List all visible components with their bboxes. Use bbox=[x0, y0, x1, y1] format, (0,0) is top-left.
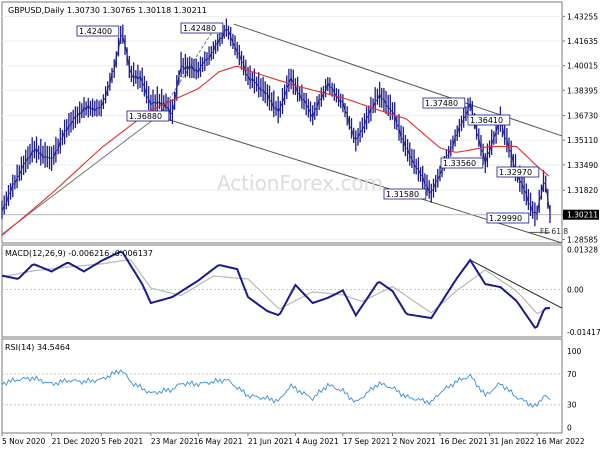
price-y-label: 1.41635 bbox=[567, 37, 598, 46]
x-label: 5 Feb 2021 bbox=[101, 437, 143, 446]
price-y-label: 1.43255 bbox=[567, 12, 598, 21]
price-annotation-label: 1.32970 bbox=[499, 168, 532, 177]
rsi-grid bbox=[2, 373, 562, 406]
macd-y-label: -0.014173 bbox=[567, 328, 600, 337]
price-panel-frame bbox=[1, 1, 563, 244]
price-annotation-label: 1.42400 bbox=[79, 27, 112, 36]
x-label: 21 Jun 2021 bbox=[248, 437, 293, 446]
fe-level-label: FE 61.8 bbox=[540, 227, 568, 236]
rsi-panel: RSI(14) 34.5464 bbox=[1, 338, 563, 434]
price-annotation-label: 1.36410 bbox=[470, 116, 503, 125]
price-annotation-box bbox=[440, 157, 484, 169]
price-y-label: 1.28585 bbox=[567, 235, 598, 244]
price-annotation-label: 1.29990 bbox=[489, 214, 522, 223]
rsi-panel-frame bbox=[1, 338, 563, 434]
rsi-y-label: 100 bbox=[567, 347, 582, 356]
x-label: 16 Mar 2022 bbox=[537, 437, 585, 446]
last-price-tag bbox=[563, 209, 599, 220]
rsi-y-label: 30 bbox=[567, 401, 577, 410]
price-annotation-box bbox=[76, 25, 120, 37]
price-annotation-box bbox=[496, 166, 540, 178]
x-axis-labels: 5 Nov 2020 21 Dec 2020 5 Feb 2021 23 Mar 20… bbox=[1, 433, 585, 446]
rsi-panel-title: RSI(14) 34.5464 bbox=[5, 343, 70, 352]
x-label: 4 Aug 2021 bbox=[295, 437, 338, 446]
x-label: 17 Sep 2021 bbox=[343, 437, 391, 446]
macd-panel: MACD(12,26,9) -0.006216 -0.006137 bbox=[1, 244, 563, 338]
x-label: 23 Mar 2021 bbox=[151, 437, 199, 446]
x-label: 5 Nov 2020 bbox=[2, 437, 45, 446]
price-annotation-box bbox=[126, 110, 170, 122]
macd-series bbox=[1, 250, 551, 329]
price-annotations: 1.42400 1.42480 1.36880 1.37480 1.36410 1.335… bbox=[76, 22, 568, 236]
macd-trend-line bbox=[469, 259, 563, 309]
x-label: 2 Nov 2021 bbox=[393, 437, 436, 446]
price-line bbox=[1, 28, 551, 215]
macd-main-line bbox=[1, 250, 550, 329]
price-annotation-box bbox=[486, 212, 530, 224]
price-y-label: 1.40015 bbox=[567, 62, 598, 71]
price-panel-title: GBPUSD,Daily 1.30730 1.30765 1.30118 1.3… bbox=[8, 6, 207, 15]
price-y-label: 1.35110 bbox=[567, 136, 598, 145]
rsi-y-label: 70 bbox=[567, 370, 577, 379]
price-y-label: 1.31820 bbox=[567, 186, 598, 195]
price-annotation-box bbox=[422, 97, 466, 109]
price-annotation-label: 1.37480 bbox=[425, 99, 458, 108]
price-annotation-label: 1.42480 bbox=[183, 24, 216, 33]
price-y-label: 1.36730 bbox=[567, 112, 598, 121]
price-y-label: 1.33490 bbox=[567, 161, 598, 170]
price-y-label: 1.38395 bbox=[567, 86, 598, 95]
price-annotation-label: 1.36880 bbox=[129, 112, 162, 121]
macd-panel-frame bbox=[1, 244, 563, 338]
x-label: 21 Dec 2020 bbox=[52, 437, 100, 446]
rsi-y-label: 0 bbox=[567, 424, 572, 433]
x-label: 6 May 2021 bbox=[198, 437, 242, 446]
price-annotation-box bbox=[180, 22, 224, 34]
last-price-label: 1.30211 bbox=[567, 211, 598, 220]
price-annotation-box bbox=[383, 188, 427, 200]
moving-average-line bbox=[1, 65, 550, 236]
x-label: 31 Jan 2022 bbox=[490, 437, 535, 446]
macd-grid bbox=[2, 259, 563, 309]
price-panel: ActionForex.com 1.42400 1.42480 1.36880 1.3… bbox=[1, 1, 568, 244]
price-annotation-label: 1.31580 bbox=[386, 190, 419, 199]
macd-panel-title: MACD(12,26,9) -0.006216 -0.006137 bbox=[5, 249, 153, 258]
price-annotation-label: 1.33560 bbox=[443, 159, 476, 168]
watermark: ActionForex.com bbox=[217, 171, 383, 195]
rsi-series bbox=[1, 369, 551, 409]
macd-y-label: 0.00 bbox=[567, 285, 584, 294]
macd-y-label: 0.01328 bbox=[567, 246, 598, 255]
x-label: 16 Dec 2021 bbox=[440, 437, 488, 446]
price-annotation-box bbox=[467, 114, 511, 126]
price-series bbox=[1, 18, 551, 236]
rsi-line bbox=[1, 369, 551, 409]
y-axis-labels: 1.43255 1.41635 1.40015 1.38395 1.36730 1.351… bbox=[562, 12, 600, 433]
